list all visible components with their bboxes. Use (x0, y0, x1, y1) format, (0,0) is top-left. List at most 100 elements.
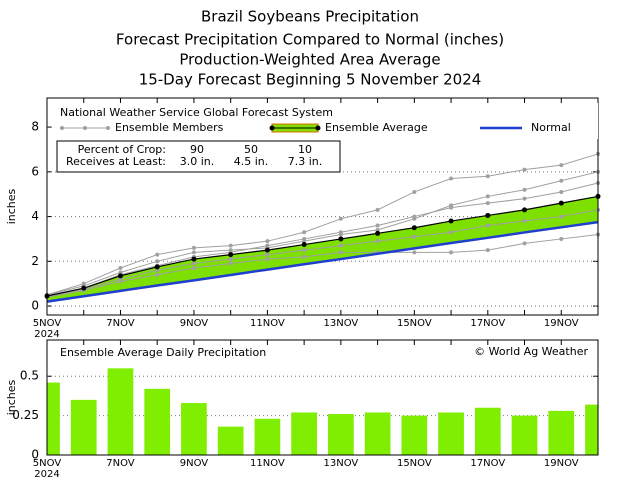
member-point (559, 189, 564, 194)
x-year-label: 2024 (34, 329, 59, 340)
x-tick-label: 9NOV (180, 318, 209, 329)
average-point (338, 236, 344, 242)
member-point (522, 219, 527, 224)
member-point (302, 248, 307, 253)
y-tick-label: 8 (31, 120, 39, 134)
average-point (191, 256, 197, 262)
member-line (46, 233, 599, 298)
x-tick-label: 11NOV (250, 318, 285, 329)
x-tick-label: 11NOV (250, 458, 285, 469)
legend-label: Normal (531, 121, 571, 134)
bar (217, 426, 244, 455)
crop-table-cell: 3.0 in. (180, 155, 215, 168)
legend-swatch (83, 126, 87, 130)
legend-swatch (269, 125, 275, 131)
bar (364, 412, 391, 455)
member-point (485, 174, 490, 179)
member-point (118, 266, 123, 271)
panel-title: Ensemble Average Daily Precipitation (60, 346, 266, 359)
average-point (264, 247, 270, 253)
member-point (265, 257, 270, 262)
member-point (449, 176, 454, 181)
y-tick-label: 2 (31, 254, 39, 268)
crop-table-cell: 90 (190, 143, 204, 156)
x-year-label: 2024 (34, 469, 59, 480)
crop-table (56, 140, 341, 173)
x-tick-label: 17NOV (470, 318, 505, 329)
member-point (228, 243, 233, 248)
average-point (301, 242, 307, 248)
y-axis-label: inches (5, 379, 18, 415)
member-point (228, 257, 233, 262)
member-point (191, 266, 196, 271)
member-point (559, 214, 564, 219)
bar (511, 415, 538, 455)
member-point (155, 268, 160, 273)
member-line (46, 153, 599, 296)
member-point (559, 236, 564, 241)
member-point (412, 189, 417, 194)
member-point (449, 250, 454, 255)
x-tick-label: 13NOV (323, 318, 358, 329)
member-point (375, 223, 380, 228)
legend-label: Ensemble Average (325, 121, 428, 134)
member-line (46, 209, 599, 298)
member-point (485, 201, 490, 206)
average-point (558, 200, 564, 206)
chart-subtitle: Forecast Precipitation Compared to Norma… (116, 31, 504, 49)
legend-swatch (60, 126, 64, 130)
member-point (228, 248, 233, 253)
member-point (375, 207, 380, 212)
average-point (117, 273, 123, 279)
member-point (302, 239, 307, 244)
member-point (412, 234, 417, 239)
x-tick-label: 5NOV (33, 318, 62, 329)
member-point (449, 203, 454, 208)
member-point (155, 259, 160, 264)
member-point (412, 216, 417, 221)
member-point (559, 178, 564, 183)
member-point (155, 252, 160, 257)
member-point (191, 261, 196, 266)
y-tick-label: 0 (31, 299, 39, 313)
average-point (522, 207, 528, 213)
legend-swatch (315, 125, 321, 131)
average-point (154, 264, 160, 270)
member-point (118, 270, 123, 275)
plot-frame (46, 97, 599, 316)
member-point (522, 167, 527, 172)
x-tick-label: 19NOV (544, 318, 579, 329)
bar (328, 414, 354, 455)
crop-table-cell: Percent of Crop: (78, 143, 166, 156)
x-tick-label: 7NOV (106, 318, 135, 329)
bar (291, 412, 317, 455)
average-point (81, 285, 87, 291)
bar (548, 410, 575, 455)
bar (181, 403, 207, 455)
member-line (46, 171, 599, 296)
member-point (191, 250, 196, 255)
crop-table-cell: 50 (244, 143, 258, 156)
y-tick-label: 6 (31, 164, 39, 178)
x-tick-label: 15NOV (397, 318, 432, 329)
member-point (338, 232, 343, 237)
member-point (485, 194, 490, 199)
bar (107, 368, 134, 455)
x-tick-label: 13NOV (323, 458, 358, 469)
member-line (46, 182, 599, 297)
bar (438, 412, 464, 455)
member-point (228, 261, 233, 266)
crop-table-cell: 7.3 in. (288, 155, 323, 168)
chart-subtitle: Production-Weighted Area Average (179, 51, 440, 69)
bar (585, 404, 598, 455)
crop-table-cell: 4.5 in. (234, 155, 269, 168)
average-line (46, 195, 599, 297)
member-point (338, 250, 343, 255)
member-point (449, 230, 454, 235)
member-point (302, 254, 307, 259)
y-tick-label: 0.25 (12, 408, 39, 422)
normal-line (46, 220, 599, 303)
y-tick-label: 0 (31, 448, 39, 462)
average-point (228, 252, 234, 258)
